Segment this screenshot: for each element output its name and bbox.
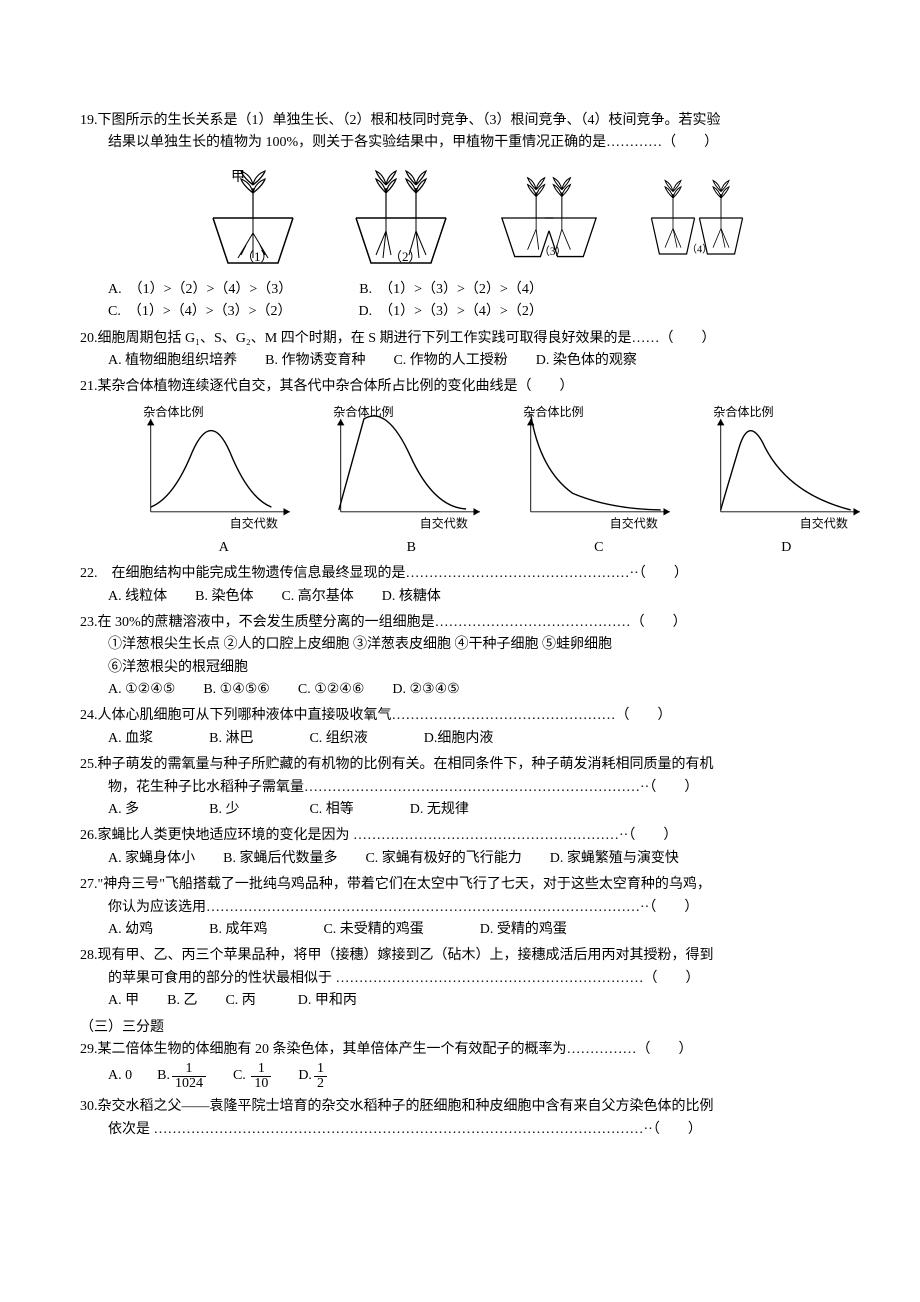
pot-1-svg: 甲 [193,163,313,273]
pot-4: （4） [637,163,757,273]
q26-stem: 26.家蝇比人类更快地适应环境的变化是因为 ………………………………………………… [80,825,870,847]
q27-opts: A. 幼鸡 B. 成年鸡 C. 未受精的鸡蛋 D. 受精的鸡蛋 [80,919,870,941]
curve-A: 杂合体比例 自交代数 [140,405,310,535]
q29-D: D. [298,1068,312,1083]
q30-stem1: 30.杂交水稻之父——袁隆平院士培育的杂交水稻种子的胚细胞和种皮细胞中含有来自父… [80,1096,870,1118]
question-27: 27."神舟三号"飞船搭载了一批纯乌鸡品种，带着它们在太空中飞行了七天，对于这些… [80,874,870,941]
pot-3-svg: （3） [489,163,609,273]
q20-opts: A. 植物细胞组织培养 B. 作物诱变育种 C. 作物的人工授粉 D. 染色体的… [80,350,870,372]
q29-B: B. [157,1068,170,1083]
question-21: 21.某杂合体植物连续逐代自交，其各代中杂合体所占比例的变化曲线是（ ） 杂合体… [80,376,870,559]
q23-opts: A. ①②④⑤ B. ①④⑤⑥ C. ①②④⑥ D. ②③④⑤ [80,679,870,701]
q29-C: C. [233,1068,246,1083]
q22-stem: 22. 在细胞结构中能完成生物遗传信息最终显现的是………………………………………… [80,563,870,585]
pot-3: （3） [489,163,609,273]
question-19: 19.下图所示的生长关系是（1）单独生长、（2）根和枝同时竞争、（3）根间竞争、… [80,110,870,324]
svg-text:（3）: （3） [539,245,567,258]
question-24: 24.人体心肌细胞可从下列哪种液体中直接吸收氧气…………………………………………… [80,705,870,750]
pot-2: （2） [341,163,461,273]
q28-stem2: 的苹果可食用的部分的性状最相似于 …………………………………………………………（… [80,968,870,990]
svg-text:自交代数: 自交代数 [420,515,468,530]
q29-opts: A. 0 B.11024 C. 110 D.12 [80,1061,870,1092]
section-3-header: （三）三分题 [80,1017,870,1039]
q19-stem-line2: 结果以单独生长的植物为 100%，则关于各实验结果中，甲植物干重情况正确的是……… [80,132,870,154]
curve-B: 杂合体比例 自交代数 [330,405,500,535]
question-29: 29.某二倍体生物的体细胞有 20 条染色体，其单倍体产生一个有效配子的概率为…… [80,1039,870,1092]
q19-optB: B. （1）>（3）>（2）>（4） [359,282,543,297]
q19-optD: D. （1）>（3）>（4）>（2） [359,304,543,319]
q29-A: A. 0 [108,1068,132,1083]
q24-stem: 24.人体心肌细胞可从下列哪种液体中直接吸收氧气…………………………………………… [80,705,870,727]
svg-text:（2）: （2） [389,249,422,264]
question-23: 23.在 30%的蔗糖溶液中，不会发生质壁分离的一组细胞是……………………………… [80,612,870,702]
q19-diagrams: 甲 [80,163,870,273]
q23-line2: ①洋葱根尖生长点 ②人的口腔上皮细胞 ③洋葱表皮细胞 ④干种子细胞 ⑤蛙卵细胞 [80,634,870,656]
pot-1: 甲 [193,163,313,273]
q25-stem1: 25.种子萌发的需氧量与种子所贮藏的有机物的比例有关。在相同条件下，种子萌发消耗… [80,754,870,776]
svg-text:自交代数: 自交代数 [610,515,658,530]
curve-D: 杂合体比例 自交代数 [710,405,880,535]
question-25: 25.种子萌发的需氧量与种子所贮藏的有机物的比例有关。在相同条件下，种子萌发消耗… [80,754,870,821]
letter-D: D [703,537,871,559]
letter-A: A [140,537,308,559]
q23-stem: 23.在 30%的蔗糖溶液中，不会发生质壁分离的一组细胞是……………………………… [80,612,870,634]
q21-letters: A B C D [80,537,870,559]
q21-curves: 杂合体比例 自交代数 杂合体比例 自交代数 [80,405,870,535]
q29-stem: 29.某二倍体生物的体细胞有 20 条染色体，其单倍体产生一个有效配子的概率为…… [80,1039,870,1061]
pot-2-svg: （2） [341,163,461,273]
q28-opts: A. 甲 B. 乙 C. 丙 D. 甲和丙 [80,990,870,1012]
q19-optC: C. （1）>（4）>（3）>（2） [108,304,292,319]
pot-4-svg: （4） [637,163,757,273]
q22-opts: A. 线粒体 B. 染色体 C. 高尔基体 D. 核糖体 [80,586,870,608]
q19-options-line1: A. （1）>（2）>（4）>（3） B. （1）>（3）>（2）>（4） [80,279,870,301]
svg-text:杂合体比例: 杂合体比例 [713,405,773,419]
curve-C: 杂合体比例 自交代数 [520,405,690,535]
q30-stem2: 依次是 ……………………………………………………………………………………………·… [80,1119,870,1141]
svg-text:（4）: （4） [687,243,713,255]
q19-options-line2: C. （1）>（4）>（3）>（2） D. （1）>（3）>（4）>（2） [80,301,870,323]
letter-B: B [328,537,496,559]
q19-stem-line1: 19.下图所示的生长关系是（1）单独生长、（2）根和枝同时竞争、（3）根间竞争、… [80,110,870,132]
q28-stem1: 28.现有甲、乙、丙三个苹果品种，将甲（接穗）嫁接到乙（砧木）上，接穗成活后用丙… [80,945,870,967]
q21-stem: 21.某杂合体植物连续逐代自交，其各代中杂合体所占比例的变化曲线是（ ） [80,376,870,398]
q26-opts: A. 家蝇身体小 B. 家蝇后代数量多 C. 家蝇有极好的飞行能力 D. 家蝇繁… [80,848,870,870]
svg-text:杂合体比例: 杂合体比例 [333,405,393,419]
svg-text:杂合体比例: 杂合体比例 [143,405,203,419]
svg-text:（1）: （1） [241,249,274,264]
letter-C: C [515,537,683,559]
q25-opts: A. 多 B. 少 C. 相等 D. 无规律 [80,799,870,821]
q20-stem: 20.细胞周期包括 G₁、S、G₂、M 四个时期，在 S 期进行下列工作实践可取… [80,328,870,350]
q27-stem2: 你认为应该选用…………………………………………………………………………………··… [80,897,870,919]
question-28: 28.现有甲、乙、丙三个苹果品种，将甲（接穗）嫁接到乙（砧木）上，接穗成活后用丙… [80,945,870,1012]
q27-stem1: 27."神舟三号"飞船搭载了一批纯乌鸡品种，带着它们在太空中飞行了七天，对于这些… [80,874,870,896]
frac-B: 11024 [172,1062,206,1091]
svg-text:自交代数: 自交代数 [800,515,848,530]
question-22: 22. 在细胞结构中能完成生物遗传信息最终显现的是………………………………………… [80,563,870,608]
q19-optA: A. （1）>（2）>（4）>（3） [108,282,292,297]
question-30: 30.杂交水稻之父——袁隆平院士培育的杂交水稻种子的胚细胞和种皮细胞中含有来自父… [80,1096,870,1141]
q23-line3: ⑥洋葱根尖的根冠细胞 [80,657,870,679]
question-20: 20.细胞周期包括 G₁、S、G₂、M 四个时期，在 S 期进行下列工作实践可取… [80,328,870,373]
q25-stem2: 物，花生种子比水稻种子需氧量………………………………………………………………··… [80,777,870,799]
question-26: 26.家蝇比人类更快地适应环境的变化是因为 ………………………………………………… [80,825,870,870]
frac-D: 12 [314,1062,327,1091]
svg-text:自交代数: 自交代数 [230,515,278,530]
svg-text:杂合体比例: 杂合体比例 [523,405,583,419]
frac-C: 110 [251,1062,271,1091]
q24-opts: A. 血浆 B. 淋巴 C. 组织液 D.细胞内液 [80,728,870,750]
